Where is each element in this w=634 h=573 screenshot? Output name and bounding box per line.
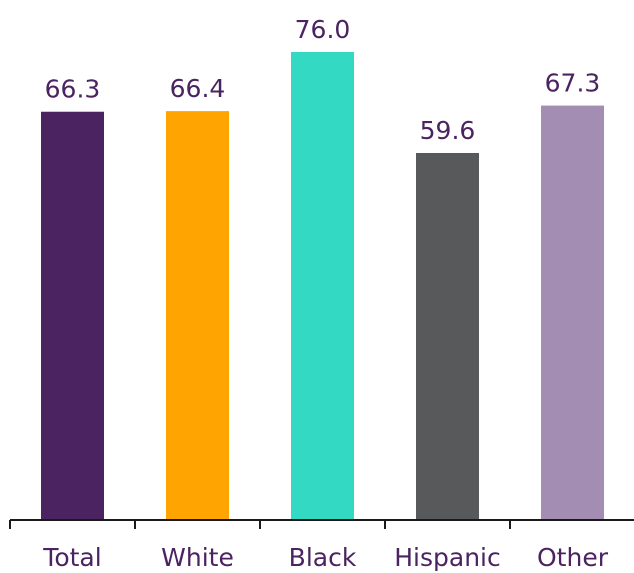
tick-label-black: Black (289, 543, 357, 572)
bar-hispanic (416, 152, 479, 520)
tick-label-other: Other (537, 543, 609, 572)
value-labels-group: 66.3 66.4 76.0 59.6 67.3 (45, 15, 601, 145)
bars-group (41, 52, 604, 521)
data-label-hispanic: 59.6 (420, 116, 476, 145)
tick-label-hispanic: Hispanic (394, 543, 501, 572)
bar-black (291, 52, 354, 520)
data-label-total: 66.3 (45, 75, 101, 104)
bar-white (166, 111, 229, 521)
tick-label-white: White (161, 543, 234, 572)
x-axis-tick-labels: Total White Black Hispanic Other (42, 543, 608, 572)
bar-total (41, 111, 104, 521)
tick-label-total: Total (42, 543, 101, 572)
bar-other (541, 105, 604, 521)
x-axis-ticks (9, 520, 511, 529)
data-label-white: 66.4 (170, 74, 226, 103)
data-label-other: 67.3 (545, 69, 601, 98)
data-label-black: 76.0 (295, 15, 351, 44)
